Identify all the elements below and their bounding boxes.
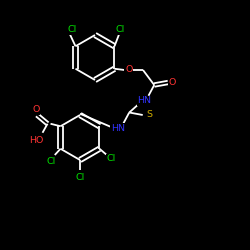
Text: HN: HN — [111, 124, 125, 133]
Text: Cl: Cl — [116, 25, 125, 34]
Text: O: O — [32, 105, 40, 114]
Text: Cl: Cl — [106, 154, 116, 163]
Text: HO: HO — [30, 136, 44, 145]
Text: S: S — [146, 110, 152, 120]
Text: O: O — [125, 66, 132, 74]
Text: Cl: Cl — [76, 172, 84, 182]
Text: O: O — [169, 78, 176, 87]
Text: Cl: Cl — [47, 158, 56, 166]
Text: HN: HN — [137, 96, 151, 105]
Text: Cl: Cl — [68, 25, 77, 34]
